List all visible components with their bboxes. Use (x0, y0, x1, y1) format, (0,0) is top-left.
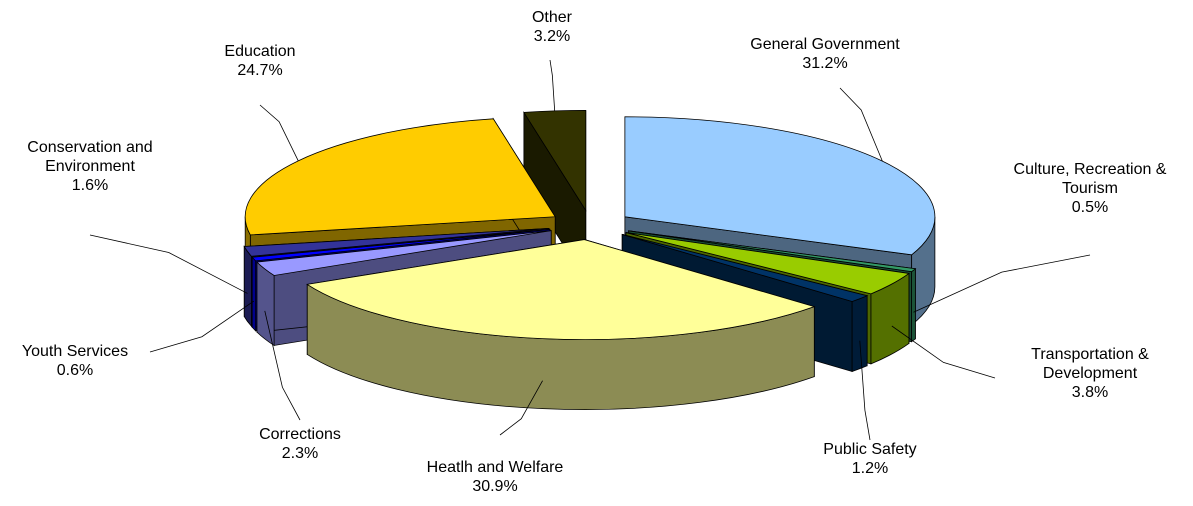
category-label: Heatlh and Welfare (426, 459, 564, 476)
category-label: Education (224, 43, 296, 60)
leader-line (839, 87, 883, 162)
leader-line (859, 340, 871, 441)
slice-side (911, 267, 916, 343)
value-label: 2.3% (281, 445, 319, 462)
slice-label: Corrections 2.3% (230, 425, 370, 463)
value-label: 1.2% (851, 460, 889, 477)
leader-line (891, 325, 996, 379)
slice (628, 230, 917, 273)
category-label: Culture, Recreation & Tourism (1013, 161, 1167, 197)
slice-side (256, 261, 275, 347)
slice-label: Transportation & Development 3.8% (1000, 345, 1180, 402)
slice (624, 116, 936, 256)
value-label: 3.2% (533, 28, 571, 45)
slice-label: Youth Services 0.6% (0, 342, 155, 380)
category-label: Conservation and Environment (27, 139, 153, 175)
category-label: Other (531, 9, 572, 26)
value-label: 24.7% (237, 62, 283, 79)
leader-line (259, 104, 299, 162)
slice-side (243, 245, 252, 328)
category-label: Transportation & Development (1031, 346, 1149, 382)
category-label: Youth Services (21, 343, 129, 360)
value-label: 0.6% (56, 362, 94, 379)
slice-label: Education 24.7% (190, 42, 330, 80)
slice (256, 230, 552, 276)
leader-line (499, 380, 543, 436)
leader-line (264, 310, 301, 421)
slice-side (251, 256, 257, 332)
slice (622, 234, 869, 302)
slice-label: Conservation and Environment 1.6% (0, 138, 190, 195)
slice (244, 118, 556, 236)
slice-label: Other 3.2% (507, 8, 597, 46)
value-label: 0.5% (1071, 199, 1109, 216)
slice-label: Heatlh and Welfare 30.9% (385, 458, 605, 496)
slice (523, 109, 587, 282)
slice (243, 227, 550, 257)
slice (625, 232, 910, 295)
slice (251, 228, 550, 262)
value-label: 3.8% (1071, 384, 1109, 401)
category-label: Public Safety (823, 441, 917, 458)
value-label: 31.2% (802, 55, 848, 72)
category-label: Corrections (259, 426, 341, 443)
slice-label: General Government 31.2% (715, 35, 935, 73)
slice (306, 239, 816, 340)
slice-label: Public Safety 1.2% (790, 440, 950, 478)
leader-line (89, 234, 248, 294)
slice-label: Culture, Recreation & Tourism 0.5% (990, 160, 1190, 217)
value-label: 30.9% (472, 478, 518, 495)
value-label: 1.6% (71, 177, 109, 194)
slice-side (851, 295, 868, 373)
category-label: General Government (750, 36, 900, 53)
leader-line (549, 59, 556, 111)
leader-line (149, 300, 255, 353)
slice (306, 239, 816, 410)
slice (523, 109, 587, 212)
leader-line (913, 254, 1091, 313)
